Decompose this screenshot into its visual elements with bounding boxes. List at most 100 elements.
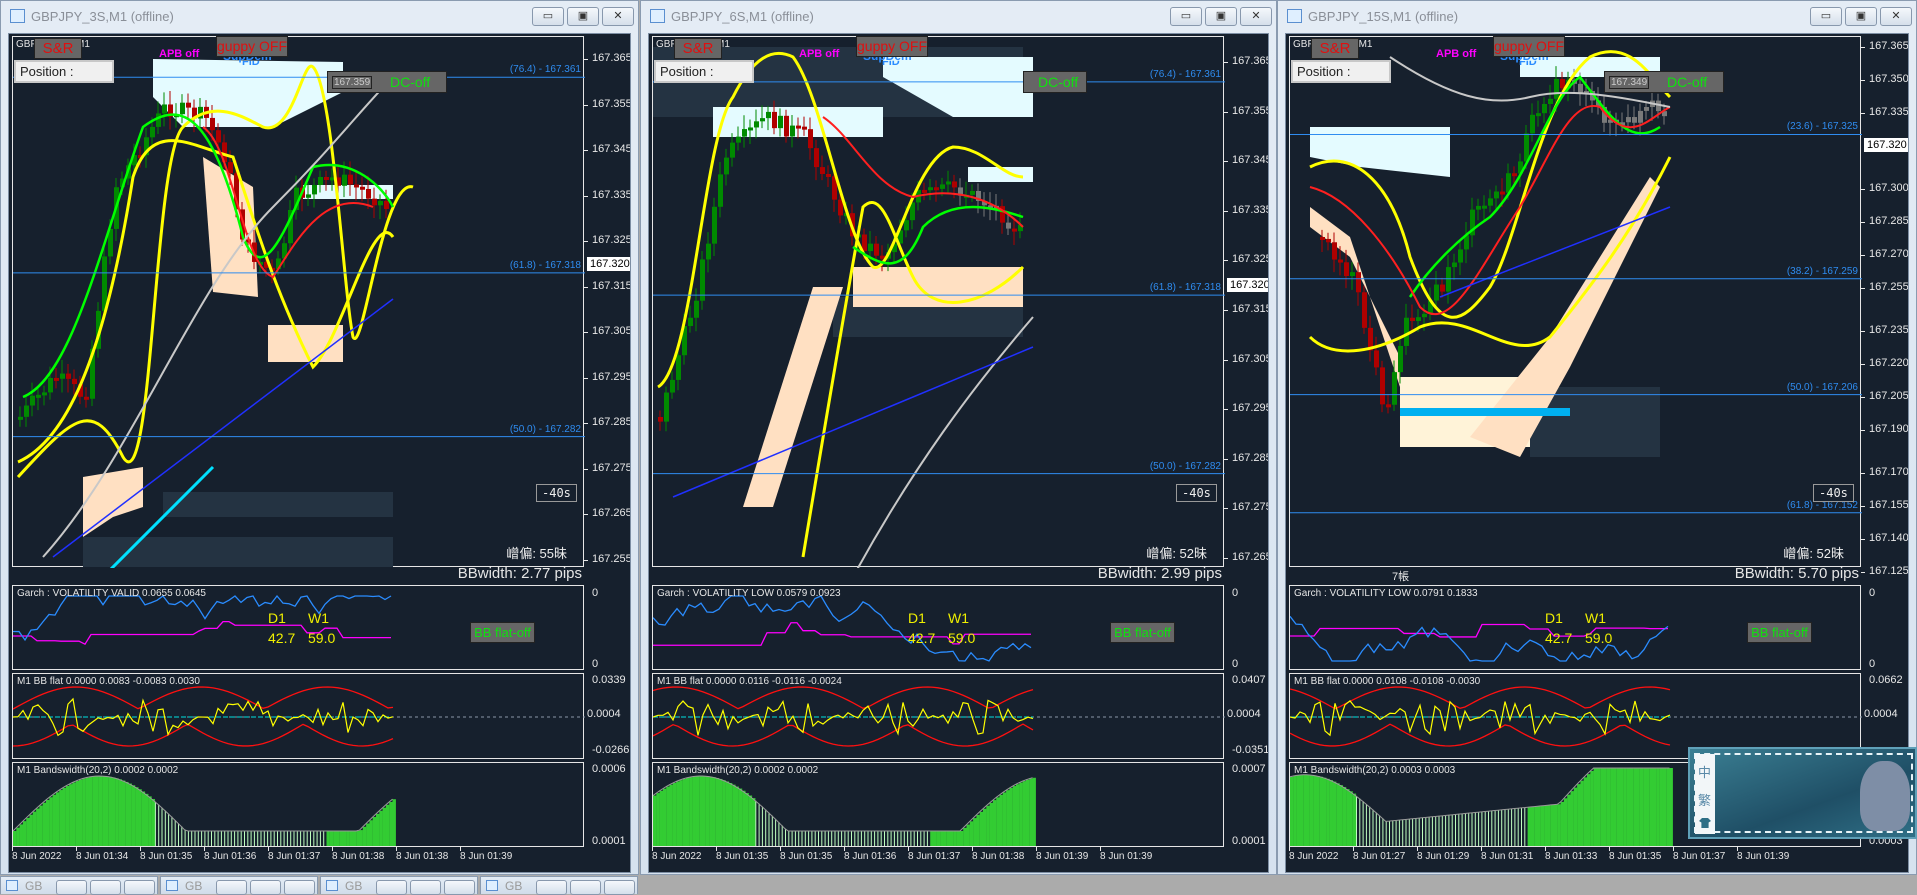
maximize-button[interactable] xyxy=(410,880,441,895)
window-title-bar[interactable]: GBPJPY_6S,M1 (offline) ▭ ▣ ✕ xyxy=(641,1,1276,32)
chart-window[interactable]: GBPJPY_15S,M1 (offline) ▭ ▣ ✕ (23.6) - 167.3… xyxy=(1277,0,1917,875)
garch-subwindow[interactable]: Garch : VOLATILITY VALID 0.0655 0.0645 D1… xyxy=(12,585,584,670)
bb-flat-subwindow[interactable]: M1 BB flat 0.0000 0.0108 -0.0108 -0.0030 xyxy=(1289,673,1862,759)
minimize-button[interactable]: ▭ xyxy=(1170,7,1202,26)
sr-button[interactable]: S&R xyxy=(34,38,82,59)
bandwidth-bar xyxy=(897,831,899,846)
chart-window[interactable]: GBPJPY_3S,M1 (offline) ▭ ▣ ✕ (76.4) - 167.36… xyxy=(0,0,639,875)
chart-area[interactable]: (23.6) - 167.325 (38.2) - 167.259 (50.0) -… xyxy=(1285,33,1909,873)
bb-flat-subwindow[interactable]: M1 BB flat 0.0000 0.0116 -0.0116 -0.0024 xyxy=(652,673,1225,759)
bb-flat-button[interactable]: BB flat-off xyxy=(470,622,535,643)
bbwidth-label: BBwidth: 5.70 pips xyxy=(1734,565,1859,582)
bandwidth-bar xyxy=(913,831,915,846)
bandwidth-bar xyxy=(841,831,843,846)
fib-toggle[interactable]: FID xyxy=(1519,56,1537,68)
bandwidth-bar xyxy=(870,831,872,846)
bandwidth-bar xyxy=(39,805,43,846)
candle xyxy=(1452,262,1457,268)
bandwidth-subwindow[interactable]: M1 Bandswidth(20,2) 0.0002 0.0002 xyxy=(652,762,1224,847)
window-title-bar[interactable]: GBPJPY_3S,M1 (offline) ▭ ▣ ✕ xyxy=(1,1,638,32)
close-button[interactable]: ✕ xyxy=(1240,7,1272,26)
guppy-button[interactable]: guppy OFF xyxy=(856,36,928,57)
candle xyxy=(1632,117,1637,123)
bandwidth-bar xyxy=(676,781,680,846)
sr-button[interactable]: S&R xyxy=(1311,38,1359,59)
minimized-window-tab[interactable]: GB xyxy=(320,876,478,895)
maximize-button[interactable] xyxy=(250,880,281,895)
indicator-line xyxy=(1439,206,1671,298)
fib-toggle[interactable]: FID xyxy=(242,56,260,68)
bandwidth-subwindow[interactable]: M1 Bandswidth(20,2) 0.0002 0.0002 xyxy=(12,762,584,847)
candle xyxy=(1392,372,1397,405)
apb-toggle[interactable]: APB off xyxy=(799,48,840,60)
bandwidth-bar xyxy=(253,831,255,846)
minimized-window-tab[interactable]: GB xyxy=(0,876,158,895)
chart-area[interactable]: (76.4) - 167.361 (61.8) - 167.318 (50.0) -… xyxy=(648,33,1269,873)
main-price-chart[interactable] xyxy=(1289,36,1862,567)
price-axis-label: 167.350 xyxy=(1869,72,1909,85)
minimized-window-tab[interactable]: GB xyxy=(160,876,318,895)
close-button[interactable]: ✕ xyxy=(1880,7,1912,26)
bandwidth-bar xyxy=(194,831,196,846)
dc-button[interactable]: 167.359 DC-off xyxy=(327,71,447,93)
garch-w1-value: 59.0 xyxy=(308,630,336,646)
restore-button[interactable] xyxy=(376,880,407,895)
language-widget[interactable]: 中繁 xyxy=(1688,747,1917,839)
bandwidth-bar xyxy=(1435,816,1437,846)
widget-char-button[interactable]: 中 xyxy=(1698,765,1712,780)
dc-button[interactable]: DC-off xyxy=(1023,71,1087,93)
bandwidth-bar xyxy=(966,824,970,846)
price-axis-label: 167.235 xyxy=(1869,324,1909,337)
bb-flat-button[interactable]: BB flat-off xyxy=(1110,622,1175,643)
restore-button[interactable]: ▣ xyxy=(1205,7,1237,26)
restore-button[interactable] xyxy=(56,880,87,895)
chart-area[interactable]: (76.4) - 167.361 (61.8) - 167.318 (50.0) -… xyxy=(8,33,631,873)
close-button[interactable] xyxy=(124,880,155,895)
bandwidth-bar xyxy=(29,814,33,846)
widget-char-button[interactable]: 繁 xyxy=(1698,793,1712,808)
bandwidth-bar xyxy=(662,788,667,846)
window-title: GBPJPY_6S,M1 (offline) xyxy=(671,9,814,24)
window-title-bar[interactable]: GBPJPY_15S,M1 (offline) ▭ ▣ ✕ xyxy=(1278,1,1916,32)
apb-toggle[interactable]: APB off xyxy=(1436,48,1477,60)
restore-button[interactable] xyxy=(536,880,567,895)
maximize-button[interactable] xyxy=(570,880,601,895)
bandwidth-bar xyxy=(1646,768,1650,846)
minimize-button[interactable]: ▭ xyxy=(1810,7,1842,26)
maximize-button[interactable] xyxy=(90,880,121,895)
close-button[interactable]: ✕ xyxy=(602,7,634,26)
garch-subwindow[interactable]: Garch : VOLATILITY LOW 0.0791 0.1833 D1 W1… xyxy=(1289,585,1861,670)
main-price-chart[interactable] xyxy=(652,36,1225,568)
close-button[interactable] xyxy=(284,880,315,895)
sr-button[interactable]: S&R xyxy=(674,38,722,59)
bandwidth-bar xyxy=(857,831,859,846)
bb-flat-subwindow[interactable]: M1 BB flat 0.0000 0.0083 -0.0083 0.0030 xyxy=(12,673,585,759)
restore-button[interactable]: ▣ xyxy=(567,7,599,26)
bandwidth-bar xyxy=(250,831,252,846)
chart-window-icon xyxy=(486,880,498,891)
dc-button[interactable]: 167.349 DC-off xyxy=(1604,71,1724,93)
chart-window[interactable]: GBPJPY_6S,M1 (offline) ▭ ▣ ✕ (76.4) - 167.36… xyxy=(640,0,1277,875)
bandwidth-bar xyxy=(1530,806,1535,846)
apb-toggle[interactable]: APB off xyxy=(159,48,200,60)
candle xyxy=(952,181,957,188)
fib-toggle[interactable]: FID xyxy=(882,56,900,68)
minimize-button[interactable]: ▭ xyxy=(532,7,564,26)
shirt-icon[interactable] xyxy=(1699,818,1711,828)
minimized-window-tab[interactable]: GB xyxy=(480,876,638,895)
indicator-line xyxy=(852,205,1024,265)
garch-subwindow[interactable]: Garch : VOLATILITY LOW 0.0579 0.0923 D1 W1… xyxy=(652,585,1224,670)
candle xyxy=(84,396,89,400)
guppy-button[interactable]: guppy OFF xyxy=(216,36,288,57)
guppy-button[interactable]: guppy OFF xyxy=(1493,36,1565,57)
restore-button[interactable]: ▣ xyxy=(1845,7,1877,26)
bandwidth-subwindow[interactable]: M1 Bandswidth(20,2) 0.0003 0.0003 xyxy=(1289,762,1861,847)
restore-button[interactable] xyxy=(216,880,247,895)
close-button[interactable] xyxy=(604,880,635,895)
indicator-line xyxy=(801,200,1025,558)
close-button[interactable] xyxy=(444,880,475,895)
main-price-chart[interactable] xyxy=(12,36,585,568)
price-tick xyxy=(1224,458,1228,460)
candle xyxy=(904,220,909,231)
bb-flat-button[interactable]: BB flat-off xyxy=(1747,622,1812,643)
